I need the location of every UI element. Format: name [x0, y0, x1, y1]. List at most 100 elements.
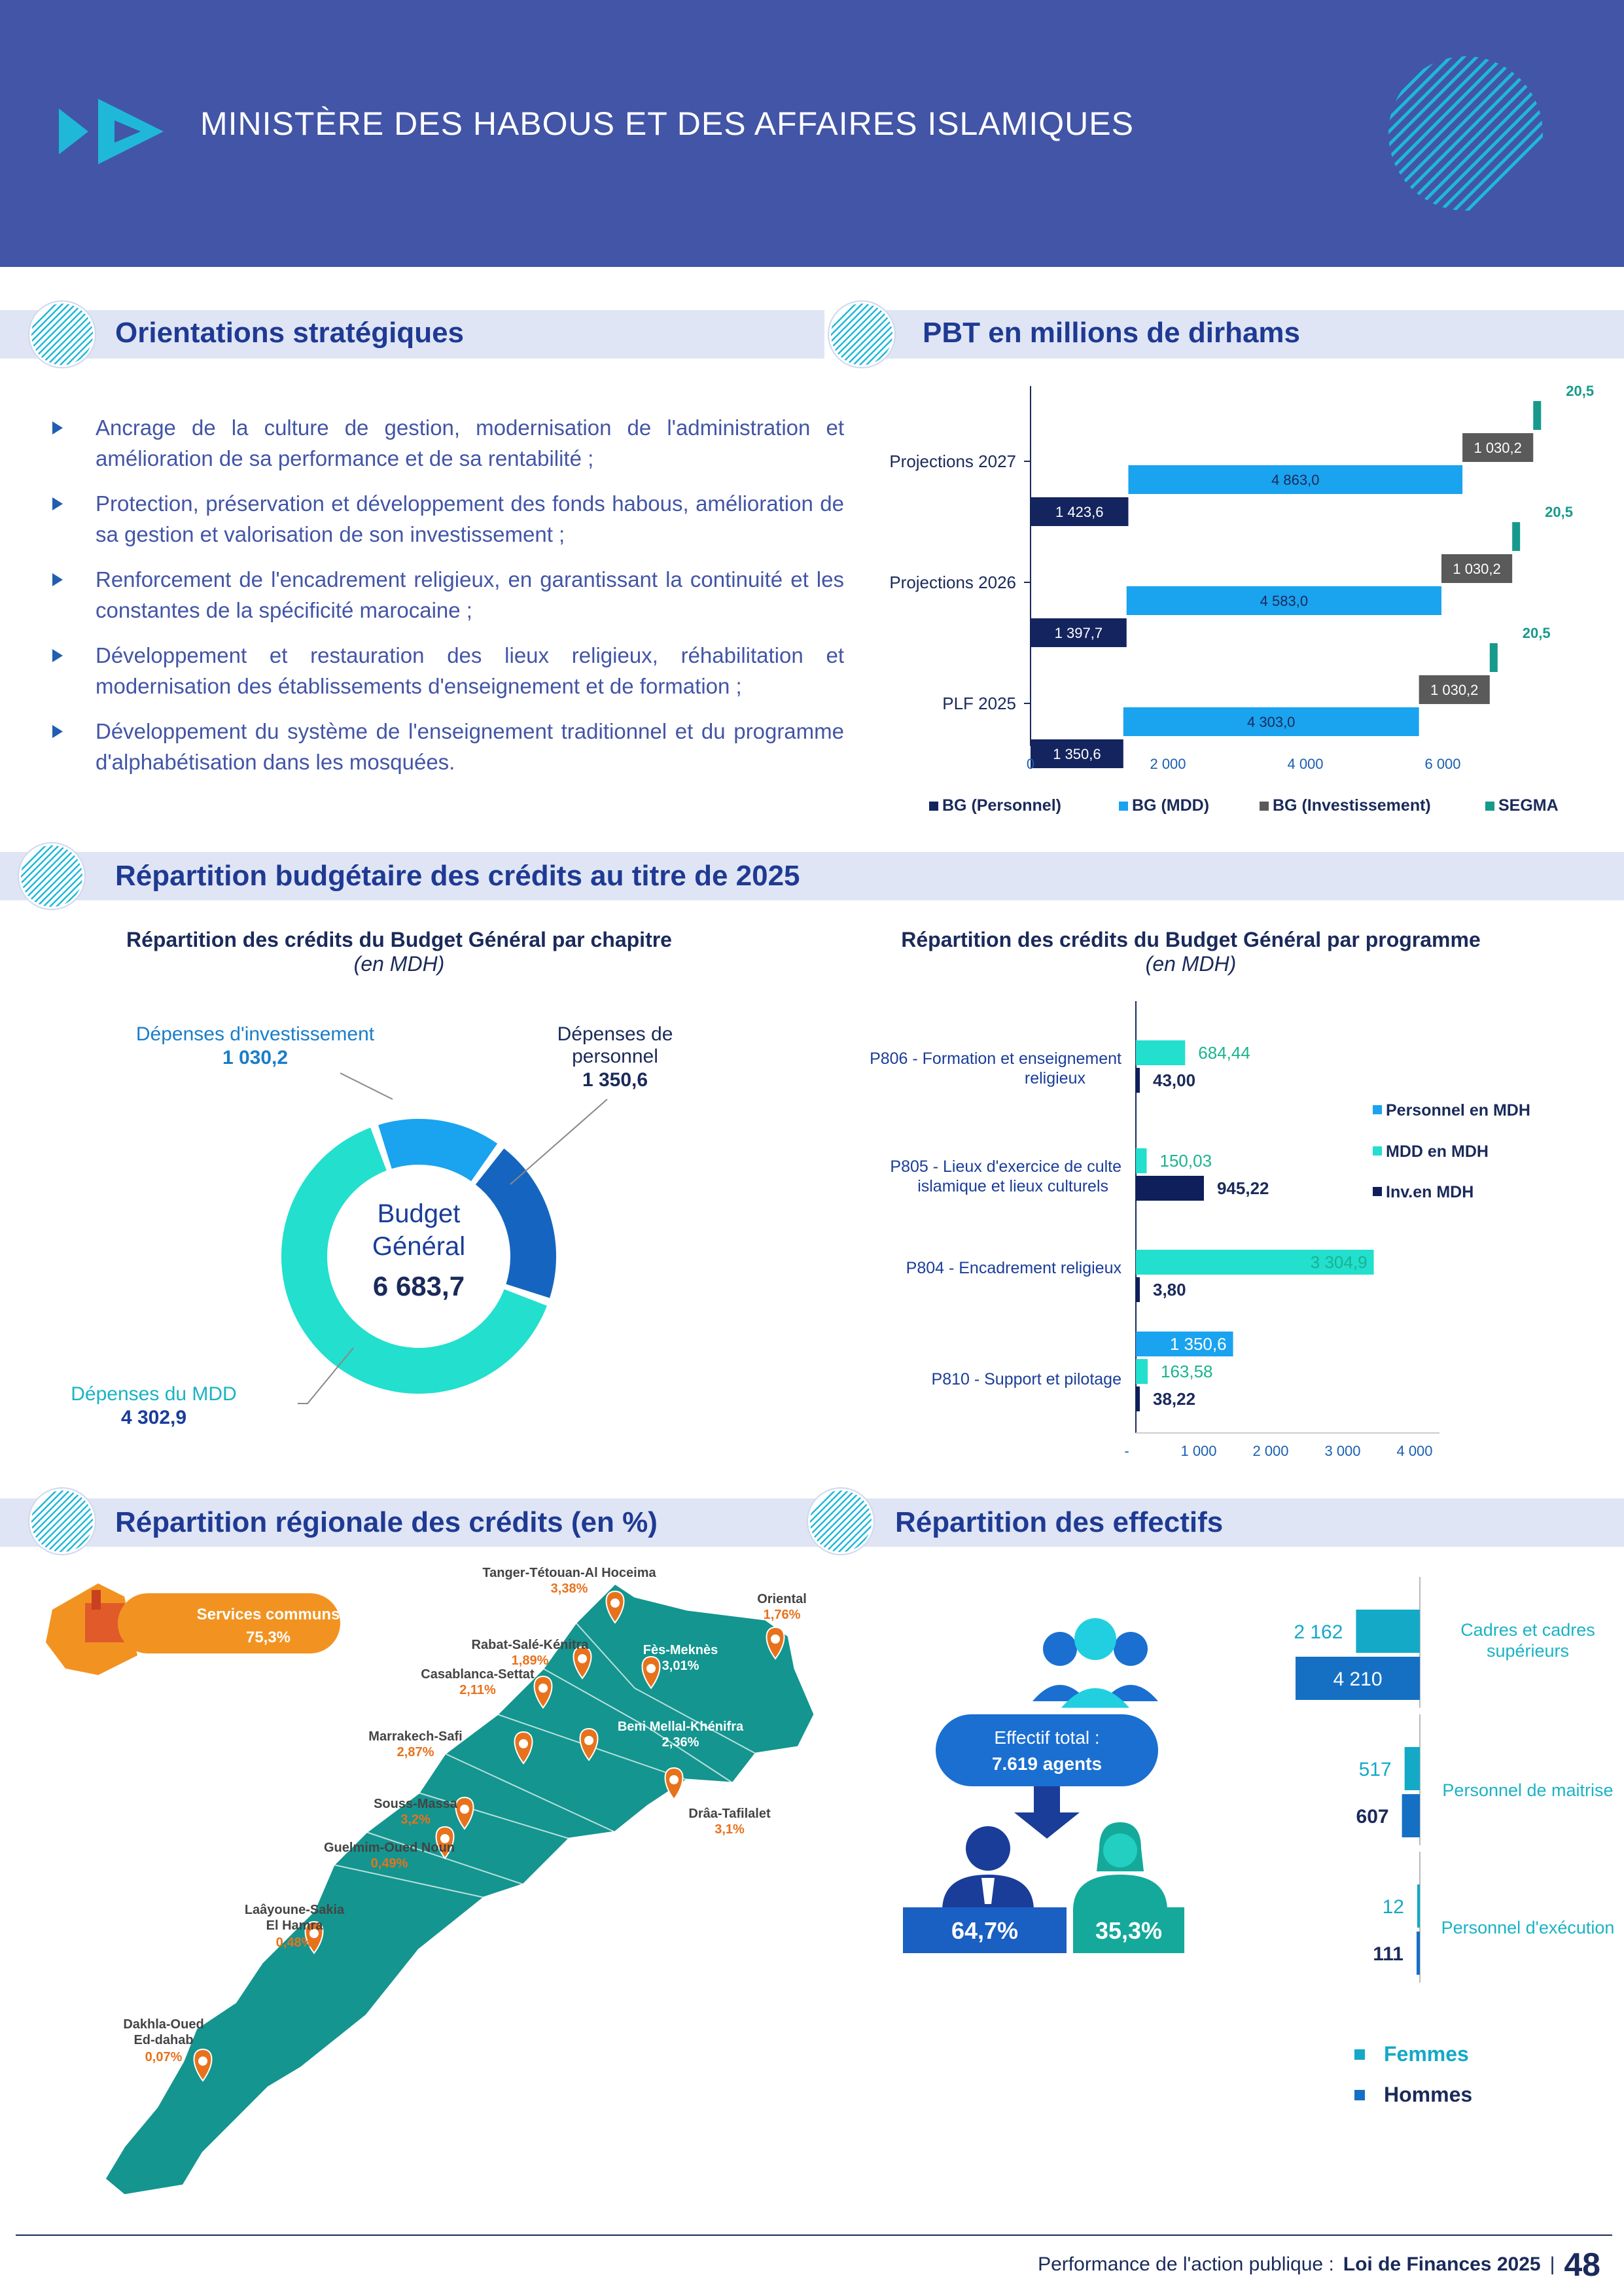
legend-swatch: [1260, 802, 1269, 811]
x-tick-label: 3 000: [1324, 1443, 1360, 1459]
play-logo-icon: [59, 99, 164, 164]
map-pin-icon: [435, 1826, 455, 1860]
services-communs-label: Services communs: [197, 1606, 340, 1623]
region-value: 3,1%: [715, 1822, 745, 1837]
pin-dot: [460, 1805, 469, 1814]
donut-center-label: Budget: [378, 1199, 461, 1228]
legend-swatch: [929, 802, 938, 811]
section-bar-regionale: [0, 1498, 824, 1547]
map-pin-icon: [514, 1731, 533, 1765]
legend-label: Inv.en MDH: [1386, 1183, 1474, 1201]
x-tick-label: 4 000: [1396, 1443, 1432, 1459]
category-label: religieux: [1025, 1069, 1086, 1087]
x-tick-label: 2 000: [1252, 1443, 1288, 1459]
pin-dot: [440, 1834, 450, 1843]
region-value: 3,2%: [400, 1812, 431, 1827]
region-name: Souss-Massa: [374, 1797, 458, 1811]
region-value: 0,49%: [371, 1856, 408, 1871]
orientation-item: Développement et restauration des lieux …: [52, 640, 844, 701]
category-label: islamique et lieux culturels: [917, 1177, 1108, 1195]
bar-label: 607: [1356, 1806, 1389, 1828]
region-value: 2,36%: [662, 1735, 699, 1750]
bar-label: 1 350,6: [1170, 1334, 1227, 1354]
legend-label: BG (MDD): [1132, 796, 1209, 815]
legend-label: BG (Personnel): [942, 796, 1061, 815]
leader-line: [340, 1072, 393, 1100]
hommes-pct-box: [903, 1907, 1067, 1953]
bar: [1296, 1657, 1420, 1700]
bar-label: 111: [1373, 1943, 1403, 1965]
pin-dot: [669, 1775, 679, 1784]
bar: [1136, 1359, 1148, 1384]
slice-value: 1 350,6: [582, 1069, 648, 1091]
leader-line: [298, 1347, 354, 1404]
map-pin-icon: [605, 1590, 625, 1624]
chapitre-donut-chart: Budget Général 6 683,7 Dépenses d'investiss…: [71, 1023, 673, 1428]
group-people-icon: [1033, 1618, 1158, 1708]
region-value: 0,07%: [145, 2050, 183, 2064]
category-label: P805 - Lieux d'exercice de culte: [890, 1157, 1121, 1176]
bar-label: 4 583,0: [1260, 593, 1308, 609]
donut-slice: [475, 1148, 557, 1298]
hatch-circle-icon: [28, 1487, 96, 1555]
pbt-chart: Projections 2027 1 423,6 4 863,0 1 030,2 20,…: [889, 383, 1594, 815]
bar: [1404, 1747, 1420, 1790]
bar-label: 4 863,0: [1271, 472, 1319, 488]
footer-text: Performance de l'action publique :: [1038, 2253, 1334, 2275]
section-bar-budgetaire: [0, 852, 1624, 900]
bar: [1136, 1040, 1186, 1065]
bar: [1136, 1332, 1233, 1356]
slice-value: 4 302,9: [121, 1407, 186, 1428]
footer-law: Loi de Finances 2025: [1343, 2253, 1541, 2275]
slice-value: 1 030,2: [222, 1047, 288, 1069]
effectifs-infographic: Effectif total : 7.619 agents 64,7% 35,3…: [903, 1577, 1615, 2106]
category-label: Projections 2026: [889, 573, 1016, 592]
pin-dot: [309, 1929, 319, 1938]
donut-slice: [378, 1119, 498, 1182]
bar-segment: [1533, 401, 1542, 430]
region-name: Fès-Meknès: [643, 1643, 718, 1657]
programme-chart-title: Répartition des crédits du Budget Généra…: [901, 928, 1481, 976]
category-label: Cadres et cadres: [1460, 1620, 1595, 1640]
effectif-total-box: [936, 1714, 1158, 1786]
legend-label: MDD en MDH: [1386, 1142, 1489, 1161]
pin-dot: [646, 1664, 656, 1673]
region-name: Laâyoune-Sakia: [245, 1903, 345, 1917]
bar-label: 20,5: [1545, 504, 1573, 520]
services-communs-value: 75,3%: [246, 1629, 291, 1646]
region-name: Rabat-Salé-Kénitra: [472, 1638, 590, 1652]
bar-segment: [1441, 554, 1513, 583]
bar-label: 1 423,6: [1055, 504, 1103, 520]
map-pin-icon: [304, 1920, 324, 1954]
orientation-item: Renforcement de l'encadrement religieux,…: [52, 564, 844, 626]
x-tick-label: -: [1124, 1443, 1129, 1459]
woman-icon: [1073, 1822, 1167, 1911]
section-title-pbt: PBT en millions de dirhams: [923, 317, 1301, 349]
bar-segment: [1128, 465, 1463, 494]
bar: [1136, 1250, 1374, 1275]
bar-segment: [1126, 586, 1441, 615]
category-label: P806 - Formation et enseignement: [870, 1050, 1121, 1068]
map-pin-icon: [573, 1646, 592, 1680]
bar: [1136, 1386, 1140, 1411]
femmes-pct-value: 35,3%: [1095, 1917, 1162, 1944]
x-tick-label: 1 000: [1180, 1443, 1216, 1459]
bar-segment: [1462, 433, 1534, 462]
legend-swatch: [1354, 2049, 1365, 2060]
legend-label: BG (Investissement): [1273, 796, 1431, 815]
pin-dot: [538, 1684, 548, 1693]
section-title-regionale: Répartition régionale des crédits (en %): [115, 1506, 658, 1538]
orientation-item: Protection, préservation et développemen…: [52, 488, 844, 550]
section-title-effectifs: Répartition des effectifs: [895, 1506, 1224, 1538]
bar-segment: [1419, 675, 1490, 704]
bar-label: 1 350,6: [1053, 746, 1101, 762]
region-value: 2,11%: [459, 1683, 496, 1697]
effectif-total-value: 7.619 agents: [992, 1754, 1102, 1774]
region-name: Dakhla-Oued: [123, 2017, 203, 2032]
category-label: Personnel d'exécution: [1441, 1918, 1615, 1937]
hatch-circle-icon: [828, 300, 896, 368]
hatch-circle-icon: [807, 1487, 875, 1555]
hatch-decoration-icon: [1388, 56, 1543, 211]
map-pin-icon: [664, 1767, 684, 1801]
slice-name: personnel: [572, 1046, 658, 1067]
